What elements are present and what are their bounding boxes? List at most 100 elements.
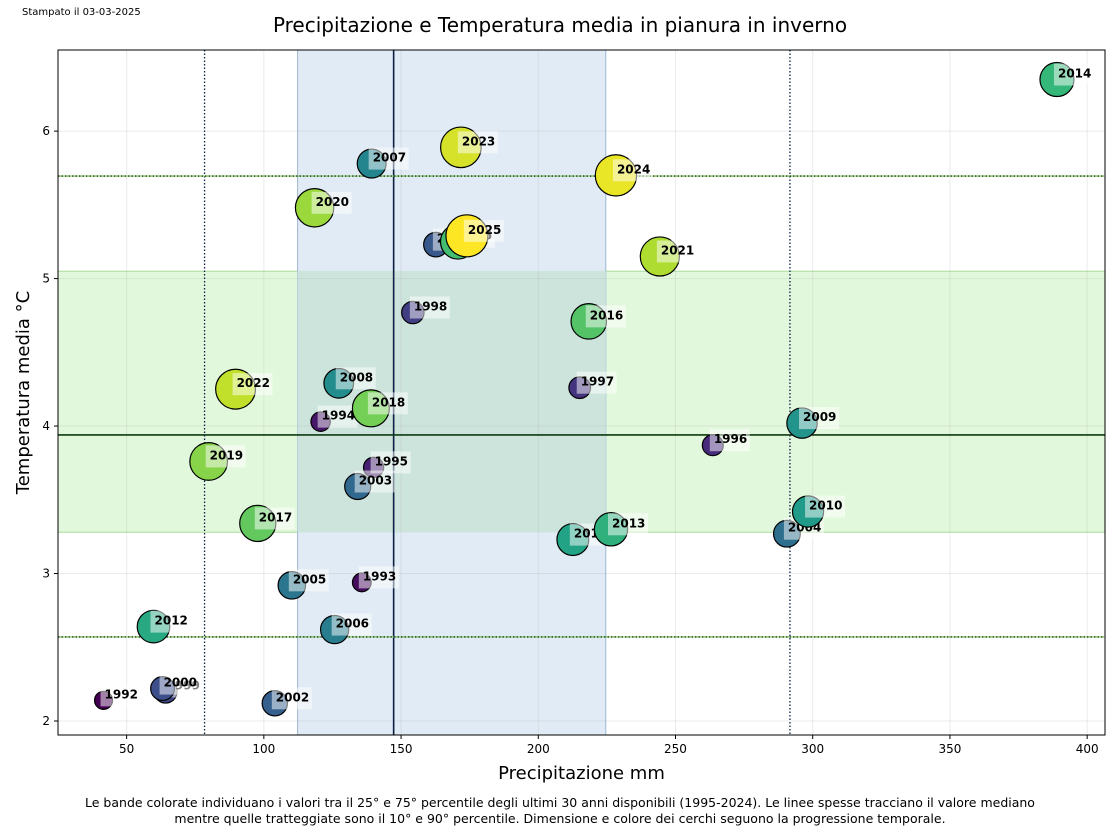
point-label-bg [409,296,450,319]
x-tick-label: 350 [938,742,961,756]
point-label-bg [368,147,409,170]
point-label-bg [367,392,408,415]
point-label: 1995 [375,454,408,468]
point-label: 2017 [259,510,292,524]
point-label-bg [100,684,141,707]
point-label-bg [608,513,649,536]
y-tick-label: 4 [42,419,50,433]
data-point: 2018 [351,389,408,428]
chart-caption: Le bande colorate individuano i valori t… [0,795,1120,827]
point-label: 2025 [468,223,501,237]
data-point: 1995 [362,451,411,479]
caption-line-1: Le bande colorate individuano i valori t… [85,795,1035,810]
point-label-bg [254,507,295,530]
point-label: 1993 [363,569,396,583]
x-tick-label: 300 [801,742,824,756]
point-label: 1992 [105,687,138,701]
data-point: 2007 [356,147,409,179]
x-tick-label: 400 [1076,742,1099,756]
point-label: 2024 [617,162,650,176]
data-point: 2008 [323,367,376,399]
point-label-bg [576,371,617,394]
data-point: 2016 [570,303,626,340]
point-label-bg [150,610,191,633]
data-point: 2022 [215,368,273,410]
data-point: 1994 [310,405,358,432]
point-label: 2014 [1058,66,1091,80]
point-label: 2005 [293,572,326,586]
point-label-bg [311,191,352,214]
data-point: 2024 [594,154,653,197]
data-point: 2010 [791,495,846,528]
data-points: 1992199319941995199619971998199920002001… [93,61,1094,717]
y-tick-label: 3 [42,567,50,581]
data-point: 2002 [261,687,312,717]
point-label-bg [799,407,840,430]
point-label-bg [457,131,498,154]
y-tick-label: 6 [42,124,50,138]
point-label-bg [1053,63,1094,86]
point-label: 2002 [276,690,309,704]
point-label-bg [585,305,626,328]
x-tick-label: 250 [664,742,687,756]
data-point: 2005 [277,569,329,600]
point-label: 2008 [340,370,373,384]
reference-lines [58,50,1105,735]
x-tick-label: 100 [252,742,275,756]
y-tick-label: 2 [42,714,50,728]
point-label-bg [358,566,399,589]
point-label: 2012 [155,614,188,628]
x-tick-label: 200 [527,742,550,756]
data-point: 2009 [786,407,840,439]
axes-frame [57,49,1106,736]
data-point: 1996 [701,429,750,457]
point-label-bg [656,240,697,263]
axis-ticks: 50 100 150 200 250 300 350 400 2 3 4 5 6 [42,124,1098,756]
x-tick-label: 50 [119,742,134,756]
point-label-bg [612,159,653,182]
point-label: 2003 [359,474,392,488]
point-label: 2021 [661,243,694,257]
point-label: 1997 [581,375,614,389]
point-label: 2010 [809,499,842,513]
point-label-bg [271,687,312,710]
chart-title: Precipitazione e Temperatura media in pi… [272,13,848,37]
data-point: 2023 [440,126,498,169]
plot-frame [57,49,1106,736]
printed-date: Stampato il 03-03-2025 [22,7,141,18]
point-label: 2018 [372,395,405,409]
x-axis-label: Precipitazione mm [498,763,665,784]
point-label: 2019 [210,448,243,462]
data-point: 2012 [136,609,191,644]
data-point: 2017 [239,504,295,543]
point-label: 2006 [336,617,369,631]
point-label: 2009 [803,410,836,424]
point-label-bg [159,672,200,695]
data-point: 1998 [401,296,450,325]
point-label-bg [232,373,273,396]
point-label-bg [709,429,750,452]
data-point: 1992 [93,684,141,710]
data-point: 2000 [150,672,200,702]
point-label: 2000 [164,676,197,690]
data-point: 2006 [319,613,372,645]
point-label: 2016 [590,308,623,322]
data-point: 2020 [294,188,352,228]
point-label-bg [317,405,358,428]
data-point: 2013 [593,512,649,547]
point-label-bg [463,219,504,242]
point-label-bg [331,613,372,636]
caption-line-2: mentre quelle tratteggiate sono il 10° e… [174,811,946,826]
point-label: 1996 [714,432,747,446]
point-label-bg [370,451,411,474]
data-point: 1993 [351,566,399,593]
x-tick-label: 150 [390,742,413,756]
point-label: 2007 [373,151,406,165]
y-tick-label: 5 [42,272,50,286]
point-label: 2022 [237,376,270,390]
data-point: 2014 [1039,61,1094,98]
point-label-bg [288,569,329,592]
point-label: 2013 [612,516,645,530]
data-point: 2025 [445,214,504,258]
